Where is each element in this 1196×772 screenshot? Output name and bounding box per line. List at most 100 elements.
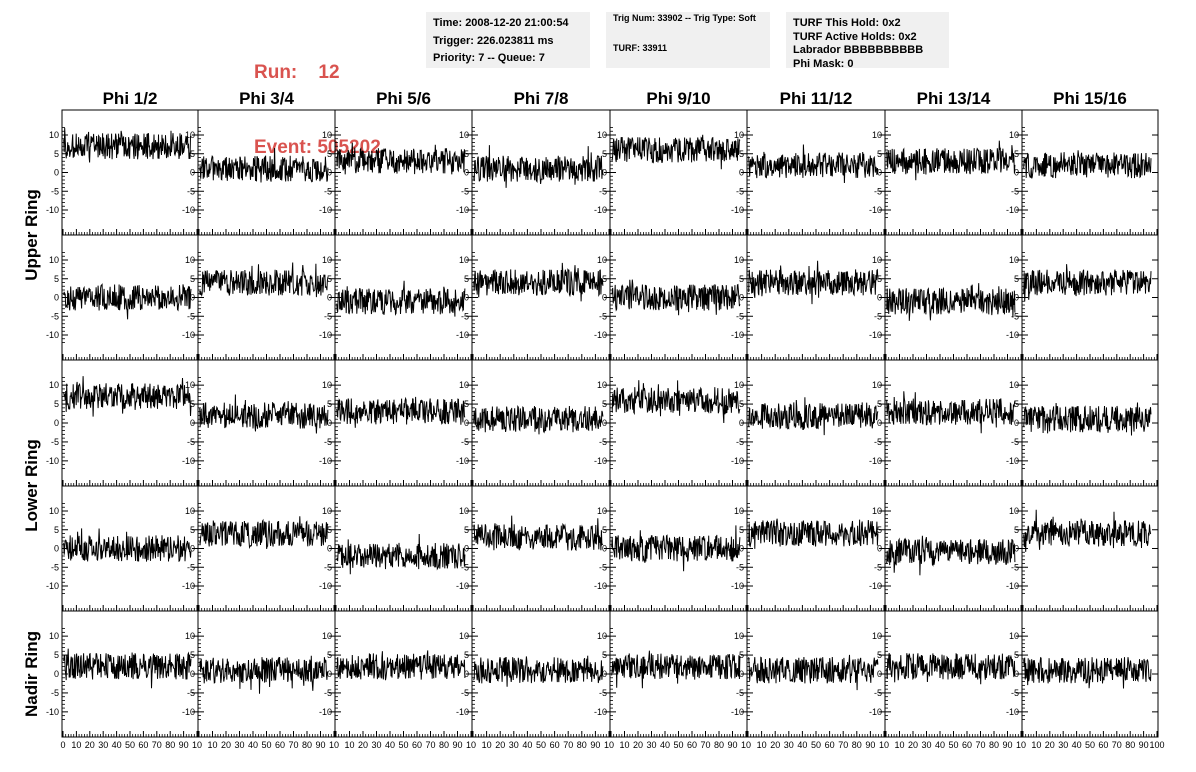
x-tick-label: 10 — [71, 740, 81, 750]
x-tick-label: 10 — [482, 740, 492, 750]
waveform-trace — [336, 650, 466, 681]
y-tick-label: -5 — [461, 311, 469, 321]
y-tick-label: -5 — [599, 311, 607, 321]
y-tick-label: -10 — [731, 456, 744, 466]
y-tick-label: 0 — [54, 544, 59, 554]
y-tick-label: -5 — [187, 688, 195, 698]
y-tick-label: -5 — [51, 186, 59, 196]
waveform-trace — [748, 144, 879, 184]
labrador-text: Labrador BBBBBBBBBB — [793, 44, 924, 56]
waveform-trace — [473, 515, 604, 552]
y-tick-label: 10 — [872, 631, 882, 641]
x-tick-label: 90 — [452, 740, 462, 750]
x-tick-label: 40 — [797, 740, 807, 750]
y-tick-label: 5 — [54, 525, 59, 535]
y-tick-label: -5 — [324, 562, 332, 572]
x-tick-label: 80 — [577, 740, 587, 750]
y-tick-label: -5 — [874, 437, 882, 447]
x-tick-label: 50 — [536, 740, 546, 750]
y-tick-label: -10 — [182, 330, 195, 340]
turf-info-box: TURF This Hold: 0x2 TURF Active Holds: 0… — [786, 12, 949, 70]
x-tick-label: 70 — [838, 740, 848, 750]
y-tick-label: 5 — [190, 399, 195, 409]
x-tick-label: 0 — [60, 740, 65, 750]
x-tick-label: 40 — [522, 740, 532, 750]
y-tick-label: 5 — [327, 274, 332, 284]
waveform-trace — [1023, 656, 1152, 689]
y-tick-label: 0 — [602, 168, 607, 178]
y-tick-label: 5 — [464, 650, 469, 660]
x-tick-label: 10 — [619, 740, 629, 750]
x-tick-label: 20 — [770, 740, 780, 750]
y-tick-label: -10 — [456, 205, 469, 215]
y-tick-label: 5 — [602, 650, 607, 660]
waveform-trace — [611, 134, 741, 170]
y-tick-label: 10 — [322, 255, 332, 265]
y-tick-label: 0 — [190, 168, 195, 178]
ring-label: Upper Ring — [22, 189, 41, 281]
y-tick-label: -10 — [456, 581, 469, 591]
time-text: Time: 2008-12-20 21:00:54 — [433, 17, 569, 29]
y-tick-label: 5 — [54, 650, 59, 660]
y-tick-label: 5 — [54, 399, 59, 409]
x-tick-label: 50 — [125, 740, 135, 750]
y-tick-label: 5 — [327, 399, 332, 409]
waveform-trace — [63, 648, 192, 689]
waveform-trace — [886, 391, 1016, 434]
x-tick-label: 70 — [700, 740, 710, 750]
waveform-trace — [1023, 402, 1152, 436]
y-tick-label: -10 — [319, 456, 332, 466]
y-tick-label: 0 — [190, 418, 195, 428]
x-tick-label: 60 — [687, 740, 697, 750]
y-tick-label: 10 — [872, 255, 882, 265]
x-tick-label: 80 — [165, 740, 175, 750]
y-tick-label: -10 — [594, 205, 607, 215]
y-tick-label: 10 — [1009, 130, 1019, 140]
y-tick-label: 10 — [322, 380, 332, 390]
x-tick-label: 90 — [315, 740, 325, 750]
x-tick-label: 10 — [329, 740, 339, 750]
x-tick-label: 40 — [1072, 740, 1082, 750]
x-tick-label: 10 — [344, 740, 354, 750]
y-tick-label: 5 — [739, 274, 744, 284]
x-tick-label: 90 — [865, 740, 875, 750]
waveform-trace — [473, 655, 604, 687]
y-tick-label: 10 — [734, 506, 744, 516]
phi-mask-text: Phi Mask: 0 — [793, 57, 854, 70]
waveform-trace — [611, 525, 741, 572]
y-tick-label: -5 — [461, 437, 469, 447]
x-tick-label: 100 — [1149, 740, 1164, 750]
panel-frame — [471, 485, 611, 612]
x-tick-label: 90 — [590, 740, 600, 750]
y-tick-label: 5 — [602, 525, 607, 535]
column-header: Phi 9/10 — [646, 89, 710, 108]
y-tick-label: 0 — [54, 168, 59, 178]
y-tick-label: -10 — [46, 456, 59, 466]
y-tick-label: 0 — [327, 418, 332, 428]
y-tick-label: -5 — [187, 186, 195, 196]
x-tick-label: 20 — [633, 740, 643, 750]
waveform-trace — [611, 380, 741, 424]
y-tick-label: -5 — [599, 562, 607, 572]
y-tick-label: -10 — [182, 707, 195, 717]
run-value: 12 — [318, 62, 340, 83]
x-tick-label: 40 — [660, 740, 670, 750]
y-tick-label: -10 — [594, 330, 607, 340]
x-tick-label: 50 — [261, 740, 271, 750]
y-tick-label: 10 — [734, 380, 744, 390]
y-tick-label: -5 — [1011, 688, 1019, 698]
y-tick-label: 5 — [54, 274, 59, 284]
x-tick-label: 20 — [221, 740, 231, 750]
y-tick-label: 0 — [54, 669, 59, 679]
x-tick-label: 80 — [1125, 740, 1135, 750]
panel-frame — [1021, 485, 1159, 612]
y-tick-label: 10 — [597, 631, 607, 641]
y-tick-label: 10 — [185, 130, 195, 140]
y-tick-label: -10 — [456, 707, 469, 717]
y-tick-label: 0 — [1014, 544, 1019, 554]
waveform-trace — [199, 147, 329, 183]
x-tick-label: 10 — [604, 740, 614, 750]
y-tick-label: 5 — [1014, 525, 1019, 535]
y-tick-label: -10 — [731, 205, 744, 215]
